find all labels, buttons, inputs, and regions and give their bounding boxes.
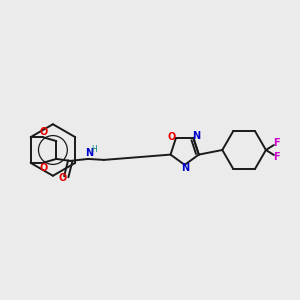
- Text: N: N: [85, 148, 93, 158]
- Text: N: N: [182, 163, 190, 173]
- Text: O: O: [58, 173, 66, 183]
- Text: F: F: [274, 138, 280, 148]
- Text: F: F: [274, 152, 280, 162]
- Text: O: O: [168, 132, 176, 142]
- Text: O: O: [40, 127, 48, 137]
- Text: H: H: [91, 145, 97, 154]
- Text: N: N: [192, 131, 200, 141]
- Text: O: O: [40, 163, 48, 173]
